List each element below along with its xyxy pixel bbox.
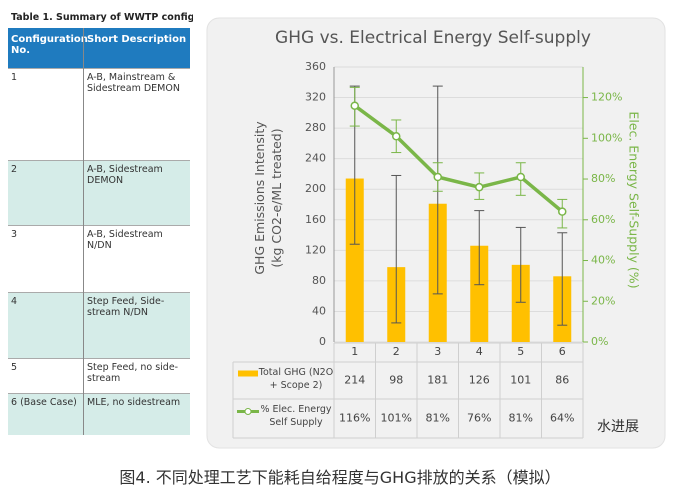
table-row	[8, 358, 190, 393]
legend-swatch	[244, 408, 252, 415]
data-label: 76%	[467, 412, 491, 425]
bar	[345, 178, 364, 342]
watermark: 水进展	[597, 419, 639, 435]
y-axis-label-line: GHG Emissions Intensity	[252, 121, 267, 275]
table-cell: A-B, Sidestream N/DN	[87, 229, 163, 251]
line-marker	[516, 172, 525, 182]
table-row	[8, 225, 190, 292]
table-cell: Step Feed, Side-stream N/DN	[87, 296, 165, 318]
error-bar	[391, 174, 402, 324]
table-cell: 1	[11, 72, 18, 83]
y2-tick-label: 80%	[591, 172, 615, 185]
table-cell: 2	[11, 164, 18, 175]
data-label: 101%	[381, 412, 412, 425]
caption: 图4. 不同处理工艺下能耗自给程度与GHG排放的关系（模拟）	[119, 468, 561, 487]
y-tick-label: 40	[312, 304, 326, 317]
error-bar	[557, 232, 568, 326]
table-header-cell: Short Description	[87, 34, 187, 45]
y-tick-label: 80	[312, 274, 326, 287]
line-marker	[558, 207, 567, 216]
y-tick-label: 0	[319, 335, 326, 348]
table-divider	[83, 28, 84, 435]
y2-tick-label: 60%	[591, 213, 615, 226]
data-label: 116%	[339, 412, 370, 425]
data-label: 81%	[509, 412, 533, 425]
x-tick-label: 6	[559, 345, 566, 358]
line	[353, 104, 564, 213]
y2-tick-label: 0%	[591, 335, 608, 348]
error-bar	[474, 210, 485, 286]
table-cell: 5	[11, 362, 18, 373]
y-tick-label: 240	[305, 152, 326, 165]
table-cell: 6 (Base Case)	[11, 397, 77, 408]
y-tick-label: 160	[305, 213, 326, 226]
data-label: 98	[389, 374, 403, 387]
legend-label: Total GHG (N2O + Scope 2)	[258, 367, 334, 391]
y-tick-label: 360	[305, 60, 326, 73]
data-label: 126	[469, 374, 490, 387]
y2-tick-label: 120%	[591, 91, 622, 104]
y-tick-label: 280	[305, 121, 326, 134]
data-label: 101	[510, 374, 531, 387]
line-marker	[433, 172, 442, 182]
table-cell: 4	[11, 296, 18, 307]
data-label: 81%	[426, 412, 450, 425]
data-label: 64%	[550, 412, 574, 425]
x-tick-label: 4	[476, 345, 483, 358]
data-label: 86	[555, 374, 569, 387]
line-marker	[392, 132, 401, 141]
legend-label: % Elec. Energy Self Supply	[260, 404, 332, 428]
bar	[511, 264, 530, 342]
table-cell: 3	[11, 229, 18, 240]
y-axis-label-line: (kg CO2-e/ML treated)	[269, 128, 284, 267]
table-row	[8, 292, 190, 358]
table-cell: A-B, Mainstream & Sidestream DEMON	[87, 72, 180, 94]
y2-tick-label: 100%	[591, 131, 622, 144]
data-label: 181	[427, 374, 448, 387]
table-header-bg	[8, 28, 190, 68]
legend-swatch	[238, 370, 258, 377]
table-cell: A-B, Sidestream DEMON	[87, 164, 163, 186]
error-bar	[515, 226, 526, 303]
line-marker	[350, 101, 359, 110]
table-cell: MLE, no sidestream	[87, 397, 181, 408]
y2-axis-label: Elec. Energy Self-Supply (%)	[627, 111, 642, 288]
x-tick-label: 5	[517, 345, 524, 358]
table-cell: Step Feed, no side-stream	[87, 362, 179, 384]
y2-tick-label: 40%	[591, 254, 615, 267]
line-marker	[475, 182, 484, 192]
y-tick-label: 200	[305, 182, 326, 195]
y2-tick-label: 20%	[591, 294, 615, 307]
table-row	[8, 393, 190, 435]
x-tick-label: 3	[434, 345, 441, 358]
table-row	[8, 160, 190, 225]
y-tick-label: 320	[305, 91, 326, 104]
y-tick-label: 120	[305, 243, 326, 256]
y-axis-label: GHG Emissions Intensity (kg CO2-e/ML trea…	[252, 121, 284, 275]
table-header-cell: Configuration No.	[11, 34, 88, 56]
x-tick-label: 1	[351, 345, 358, 358]
bar	[470, 245, 489, 342]
chart-title: GHG vs. Electrical Energy Self-supply	[275, 28, 591, 48]
table-row	[8, 68, 190, 160]
data-label: 214	[344, 374, 365, 387]
x-tick-label: 2	[393, 345, 400, 358]
table-title: Table 1. Summary of WWTP configu	[11, 12, 193, 23]
